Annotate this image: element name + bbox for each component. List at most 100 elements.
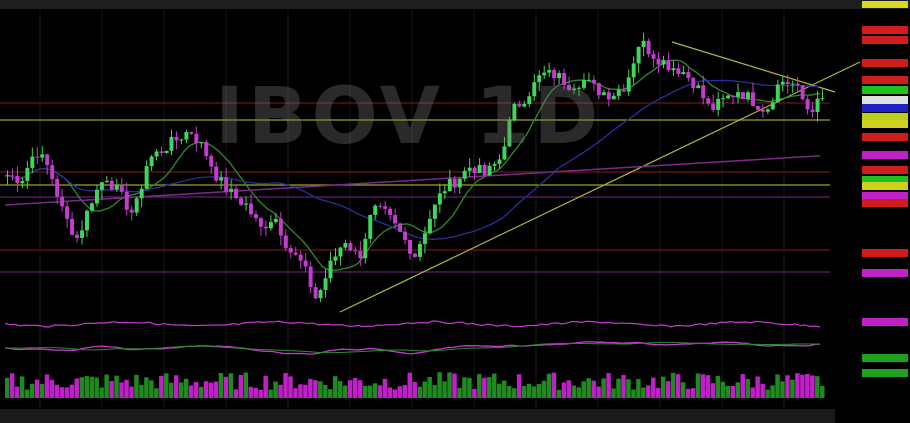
volume-bar [323, 384, 328, 398]
volume-bar [606, 373, 611, 398]
volume-bar [173, 375, 179, 398]
volume-bar [397, 386, 403, 398]
candle [512, 103, 517, 121]
volume-bar [581, 381, 586, 398]
price-label [862, 369, 908, 377]
volume-bar [283, 372, 288, 398]
volume-bar [526, 383, 532, 398]
price-label [862, 176, 908, 184]
volume-bar [183, 378, 189, 398]
volume-bar [193, 381, 199, 398]
candle [626, 77, 631, 92]
candle [686, 72, 691, 78]
volume-bar [298, 384, 303, 398]
volume-bar [566, 380, 572, 398]
candle [616, 89, 621, 96]
candle [482, 165, 487, 176]
volume-bar [571, 385, 577, 398]
candle [50, 165, 55, 180]
volume-bar [730, 385, 736, 398]
volume-bar [561, 382, 567, 398]
volume-bar [462, 377, 467, 398]
candle [577, 87, 581, 89]
candle [45, 154, 50, 166]
volume-bar [169, 382, 174, 398]
candle [159, 151, 164, 153]
candle [452, 178, 457, 188]
candle [383, 206, 388, 209]
price-label [862, 318, 908, 326]
volume-bar [780, 381, 785, 398]
candle [204, 142, 209, 157]
volume-bar [248, 386, 253, 398]
volume-bar [263, 375, 268, 398]
volume-bar [685, 388, 691, 398]
price-label [862, 249, 908, 257]
price-label [862, 151, 908, 159]
volume-bar [198, 386, 204, 398]
candle [139, 188, 144, 199]
volume-bar [651, 377, 656, 398]
volume-bar [104, 374, 109, 398]
volume-bar [352, 377, 358, 398]
candle [532, 82, 537, 97]
candle [55, 179, 60, 197]
candle [368, 214, 373, 239]
volume-bar [74, 378, 80, 398]
candle [408, 239, 413, 254]
volume-bar [596, 386, 601, 398]
candle [5, 175, 10, 177]
price-label [862, 269, 908, 277]
candle [656, 58, 661, 65]
volume-bar [24, 389, 30, 398]
candle [114, 185, 119, 190]
volume-bar [815, 376, 820, 398]
candle [30, 156, 35, 168]
volume-bar [656, 387, 661, 398]
candle [477, 165, 482, 174]
volume-bar [188, 385, 194, 398]
volume-bar [149, 380, 154, 398]
candle [333, 256, 338, 261]
candle [253, 214, 258, 219]
volume-bar [313, 380, 318, 398]
volume-bar [442, 381, 447, 398]
candle [268, 222, 273, 229]
candle [149, 156, 154, 167]
volume-bar [551, 372, 557, 398]
volume-bar [253, 387, 258, 398]
candle [562, 73, 567, 85]
price-label [862, 26, 908, 34]
price-label [862, 166, 908, 174]
candle [805, 99, 810, 110]
candle [15, 176, 20, 184]
volume-bar [800, 374, 805, 398]
candle [795, 83, 800, 86]
last-price-label [862, 1, 908, 8]
volume-bar [109, 380, 114, 398]
candle [517, 103, 522, 107]
volume-bar [765, 389, 770, 398]
volume-bar [218, 373, 224, 398]
volume-bar [427, 376, 432, 398]
candle [497, 159, 502, 164]
volume-bar [29, 383, 35, 398]
candle [750, 92, 755, 106]
candle [89, 203, 94, 211]
candle [338, 247, 343, 257]
candle [611, 95, 616, 100]
volume-bar [601, 378, 606, 398]
volume-bar [258, 389, 263, 398]
candle [298, 254, 303, 261]
volume-bar [621, 375, 626, 398]
candle [343, 243, 348, 248]
candle [507, 120, 512, 147]
volume-bar [213, 381, 219, 398]
candle [755, 105, 760, 110]
volume-bar [367, 385, 373, 398]
candle [60, 196, 65, 207]
volume-bar [457, 387, 462, 398]
volume-bar [506, 385, 512, 398]
volume-bar [144, 377, 149, 398]
